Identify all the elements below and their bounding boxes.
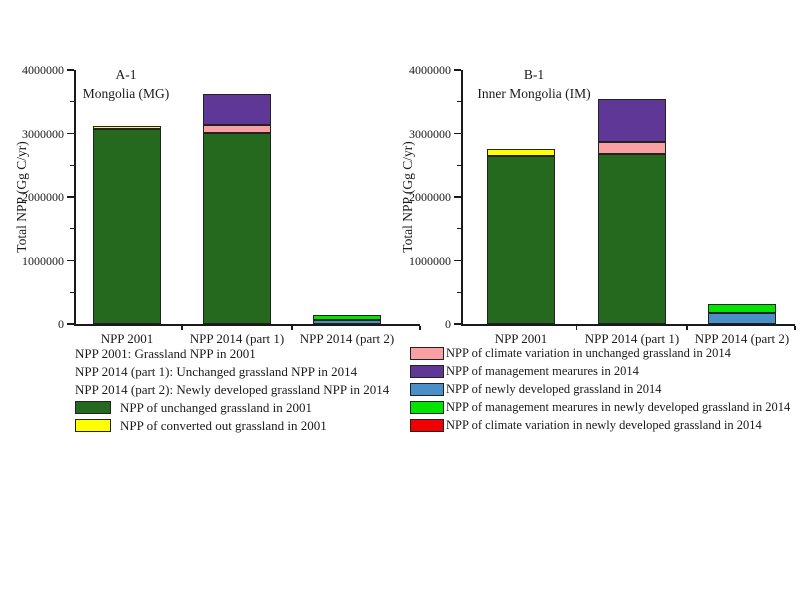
legend-item-label: NPP of management mearures in newly deve… [446, 400, 791, 414]
y-axis-minor-tick [70, 291, 74, 293]
legend-swatch [410, 419, 444, 432]
legend-swatch [410, 383, 444, 396]
bar-segment [708, 313, 776, 324]
x-category-label: NPP 2014 (part 2) [694, 331, 790, 346]
y-axis-minor-tick [70, 228, 74, 230]
x-axis-tick [686, 325, 688, 330]
legend-swatch [75, 401, 111, 414]
legend-note: NPP 2014 (part 2): Newly developed grass… [75, 382, 390, 397]
x-axis-tick [794, 325, 796, 330]
legend-note: NPP 2001: Grassland NPP in 2001 [75, 346, 256, 361]
x-category-label: NPP 2014 (part 1) [189, 331, 285, 346]
y-axis-minor-tick [457, 291, 461, 293]
y-axis-minor-tick [457, 101, 461, 103]
legend-swatch [410, 401, 444, 414]
legend-swatch [75, 419, 111, 432]
y-tick-label: 3000000 [409, 126, 451, 141]
y-tick-label: 4000000 [22, 63, 64, 77]
x-axis [461, 324, 795, 326]
y-tick-label: 1000000 [409, 253, 451, 268]
y-axis-major-tick [454, 196, 461, 198]
bar-segment [598, 154, 666, 324]
bar-segment [487, 148, 555, 156]
legend-item-label: NPP of management mearures in 2014 [446, 364, 639, 378]
bar-segment [708, 304, 776, 314]
y-tick-label: 1000000 [22, 253, 64, 268]
panel-title: A-1 Mongolia (MG) [26, 66, 226, 104]
bar-segment [313, 320, 381, 324]
legend-item-label: NPP of climate variation in unchanged gr… [446, 346, 731, 360]
x-axis-tick [575, 325, 578, 330]
y-axis-major-tick [67, 132, 74, 135]
y-axis-major-tick [67, 323, 74, 325]
y-axis-title: Total NPP (Gg C/yr) [400, 141, 415, 253]
y-axis-major-tick [67, 69, 74, 71]
legend-item-label: NPP of newly developed grassland in 2014 [446, 382, 662, 396]
legend-swatch [410, 347, 444, 360]
legend-note: NPP 2014 (part 1): Unchanged grassland N… [75, 364, 358, 379]
y-axis-minor-tick [457, 164, 461, 166]
panel-title: B-1 Inner Mongolia (IM) [434, 66, 634, 104]
panel-label: A-1 [115, 67, 137, 82]
y-axis-major-tick [67, 196, 74, 198]
bar-segment [487, 155, 555, 324]
y-tick-label: 0 [58, 317, 64, 331]
y-tick-label: 0 [445, 317, 451, 331]
region-label: Inner Mongolia (IM) [477, 85, 591, 101]
bar-segment [203, 94, 271, 125]
y-tick-label: 2000000 [409, 190, 451, 204]
bar-segment [598, 99, 666, 143]
y-axis-minor-tick [457, 228, 461, 230]
legend-swatch [410, 365, 444, 378]
x-axis-tick [419, 325, 421, 330]
x-category-label: NPP 2001 [100, 331, 154, 346]
legend-item-label: NPP of converted out grassland in 2001 [120, 418, 327, 433]
y-axis-major-tick [454, 323, 461, 325]
panel-label: B-1 [523, 67, 545, 82]
bar-segment [203, 124, 271, 133]
bar-segment [93, 125, 161, 130]
legend-item-label: NPP of unchanged grassland in 2001 [120, 400, 312, 415]
y-tick-label: 4000000 [409, 63, 451, 77]
region-label: Mongolia (MG) [82, 85, 170, 101]
y-axis-minor-tick [70, 164, 74, 166]
y-axis-minor-tick [70, 101, 74, 103]
x-category-label: NPP 2014 (part 2) [299, 331, 395, 346]
y-tick-label: 2000000 [22, 190, 64, 204]
x-axis-tick [291, 325, 293, 330]
y-axis-major-tick [454, 259, 461, 262]
y-axis-title: Total NPP (Gg C/yr) [14, 141, 29, 253]
y-axis-major-tick [454, 69, 461, 71]
x-category-label: NPP 2001 [494, 331, 548, 346]
x-category-label: NPP 2014 (part 1) [584, 331, 680, 346]
y-axis [461, 70, 463, 326]
y-axis [74, 70, 76, 326]
legend-item-label: NPP of climate variation in newly develo… [446, 418, 762, 432]
bar-segment [598, 142, 666, 155]
x-axis [74, 324, 420, 326]
y-axis-major-tick [454, 132, 461, 135]
bar-segment [93, 129, 161, 324]
bar-segment [313, 315, 381, 321]
x-axis-tick [181, 325, 183, 330]
y-tick-label: 3000000 [22, 126, 64, 141]
bar-segment [203, 132, 271, 324]
y-axis-major-tick [67, 259, 74, 262]
